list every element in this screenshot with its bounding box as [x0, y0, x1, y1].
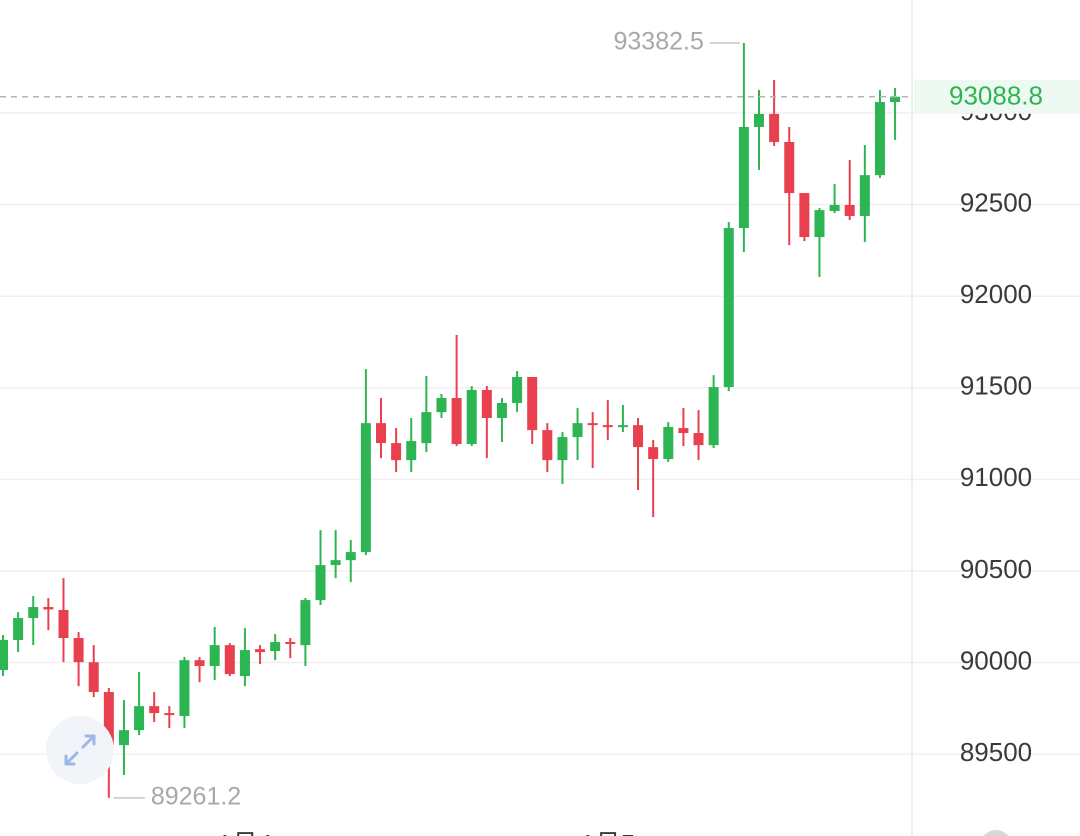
y-tick-label: 91500 [960, 371, 1032, 401]
candle-body [118, 730, 129, 746]
x-tick-label: 1月5 [580, 829, 635, 836]
candle-body [648, 447, 659, 460]
candle-body [814, 210, 825, 238]
labels: 8950090000905009100091500920009250093000… [0, 28, 1080, 836]
candle-body [255, 649, 266, 653]
y-tick-label: 90000 [960, 645, 1032, 675]
candle-body [391, 443, 402, 461]
candle-body [557, 437, 568, 461]
candle-body [28, 607, 39, 619]
candle-body [58, 609, 69, 638]
y-tick-label: 92500 [960, 187, 1032, 217]
candle-body [512, 376, 523, 403]
candle-body [103, 692, 114, 746]
candle-body [239, 650, 250, 677]
candle-body [693, 433, 704, 446]
candle-body [134, 706, 145, 731]
candle-body [194, 660, 205, 667]
candle-body [633, 425, 644, 448]
candle-body [300, 600, 311, 646]
candle-body [542, 430, 553, 461]
candle-body [754, 113, 764, 127]
candle-body [421, 412, 432, 444]
candle-body [149, 706, 160, 714]
y-tick-label: 89500 [960, 737, 1032, 767]
candle-body [859, 175, 870, 216]
expand-button[interactable] [46, 716, 114, 784]
candle-body [209, 645, 220, 667]
candle-body [436, 398, 447, 413]
candle-body [844, 204, 855, 216]
candle-body [784, 141, 795, 194]
candle-body [88, 662, 99, 693]
candles [0, 42, 901, 798]
candle-body [285, 642, 296, 645]
y-tick-label: 92000 [960, 279, 1032, 309]
candle-body [678, 428, 689, 434]
candle-body [769, 113, 780, 142]
candle-body [13, 618, 24, 641]
candle-body [330, 560, 341, 566]
candle-body [406, 441, 417, 461]
candle-body [587, 423, 598, 426]
candle-body [527, 376, 538, 431]
candle-body [602, 425, 613, 428]
candle-body [738, 126, 749, 229]
candle-body [663, 426, 674, 460]
candle-body [179, 660, 190, 717]
candle-body [481, 389, 492, 418]
candle-body [315, 565, 326, 601]
x-tick-label: 1月4 [217, 829, 272, 836]
last-price-label: 93088.8 [949, 81, 1043, 111]
y-tick-label: 91000 [960, 462, 1032, 492]
candle-body [270, 642, 281, 651]
candle-body [829, 204, 840, 212]
candle-body [345, 552, 356, 561]
candle-body [360, 423, 371, 553]
candle-body [572, 423, 583, 438]
min-label: 89261.2 [151, 782, 241, 810]
y-tick-label: 90500 [960, 554, 1032, 584]
candle-body [43, 607, 54, 610]
last-price-box [914, 79, 1080, 114]
candle-body [451, 398, 462, 445]
max-label: 93382.5 [614, 28, 704, 56]
candle-body [73, 637, 84, 663]
candle-body [723, 228, 734, 388]
candle-body [496, 402, 507, 418]
candle-body [617, 425, 628, 428]
candle-body [164, 713, 175, 716]
scroll-handle[interactable] [980, 830, 1012, 836]
candle-body [0, 640, 8, 671]
candle-body [708, 387, 719, 446]
candle-body [799, 193, 810, 238]
candle-body [466, 389, 477, 445]
candle-body [224, 645, 235, 675]
candle-body [376, 423, 386, 444]
candle-body [874, 102, 885, 176]
candle-body [890, 96, 901, 103]
